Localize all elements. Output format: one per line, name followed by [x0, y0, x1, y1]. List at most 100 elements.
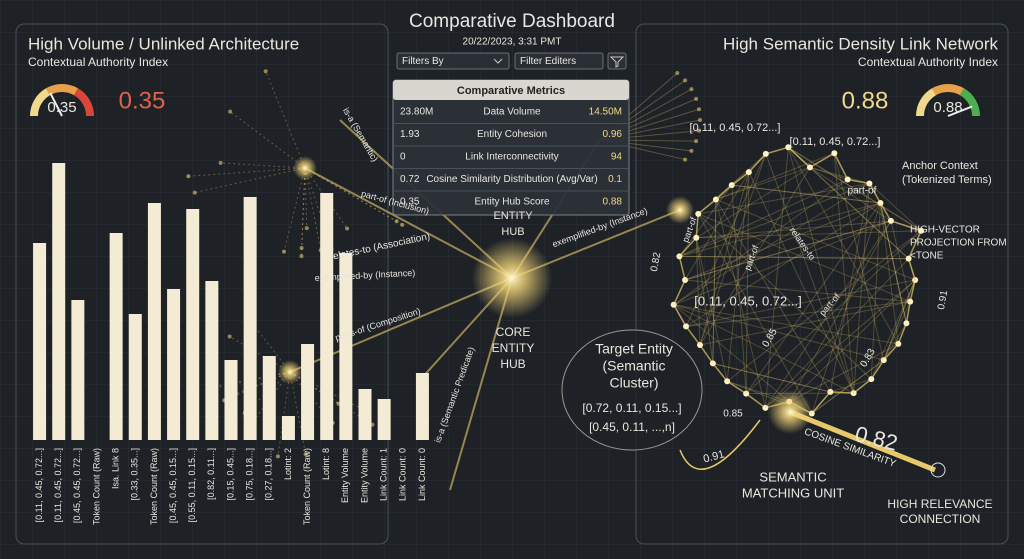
metrics-rows: 23.80M Data Volume 14.50M 1.93 Entity Cohesi…: [393, 107, 629, 208]
edge: [748, 153, 767, 173]
node: [850, 390, 857, 397]
edge: [712, 362, 831, 393]
node: [695, 210, 702, 217]
edge: [883, 343, 899, 361]
x-tick-label: [0.45, 0.45, 0.72...]: [72, 448, 82, 523]
edge: [764, 147, 789, 408]
filter-dropdown[interactable]: [396, 52, 510, 70]
gauge-needle: [49, 92, 63, 117]
diagram-label: HIGH RELEVANCE: [887, 497, 992, 511]
edge: [833, 152, 849, 180]
diagram-label: ENTITY: [492, 341, 535, 355]
x-tick-label: [0.11, 0.45, 0.72...]: [34, 448, 44, 522]
x-tick-label: [0.55, 0.11, 0.15...]: [187, 448, 197, 522]
edge: [731, 185, 747, 394]
gauge-value: 0.88: [933, 99, 962, 116]
edge: [809, 166, 848, 180]
metrics-title: Comparative Metrics: [457, 85, 565, 97]
edge: [304, 167, 322, 251]
metrics-header: [393, 80, 629, 100]
node: [905, 255, 912, 262]
diagram-label: [0.11, 0.45, 0.72...]: [694, 293, 801, 308]
edge: [698, 213, 911, 303]
diagram-label: Target Entity: [595, 341, 673, 357]
diagram-label: ENTITY: [493, 210, 533, 222]
node: [683, 323, 690, 330]
node: [683, 157, 688, 162]
node: [697, 128, 702, 133]
relevance-link: [789, 409, 936, 473]
edge: [695, 237, 728, 382]
node: [192, 190, 197, 195]
diagram-label: 0.91: [936, 289, 950, 311]
node: [745, 169, 752, 176]
timestamp: 20/22/2023, 3:31 PMT: [463, 37, 562, 48]
metric-name: Entity Hub Score: [474, 197, 549, 208]
edge: [715, 199, 831, 393]
edge: [788, 146, 922, 232]
edge: [789, 343, 899, 403]
diagram-label: Anchor Context: [902, 160, 978, 172]
node: [709, 360, 716, 367]
edge: [685, 301, 911, 327]
edge: [696, 220, 891, 239]
x-tick-label: [0.27, 0.18...]: [264, 448, 274, 501]
edge: [673, 304, 687, 327]
node: [693, 234, 700, 241]
bar: [33, 243, 47, 440]
edge: [731, 184, 881, 204]
node: [299, 254, 304, 259]
edge: [765, 153, 855, 394]
edge: [731, 171, 750, 186]
edge: [869, 183, 922, 232]
metric-right: 14.50M: [589, 107, 622, 118]
edge: [673, 179, 848, 306]
node: [186, 174, 191, 179]
bar: [205, 281, 219, 440]
gauge-big-value: 0.88: [842, 87, 889, 114]
glow: [666, 196, 694, 224]
edge: [684, 220, 892, 281]
edge: [301, 167, 306, 249]
edge: [883, 301, 911, 361]
gauge-arc: [932, 84, 964, 96]
edge: [679, 255, 909, 260]
node: [345, 226, 350, 231]
x-tick-label: Lotint: 2: [283, 448, 293, 480]
edge: [194, 167, 306, 194]
edge: [811, 359, 885, 414]
right-title: High Semantic Density Link Network: [723, 34, 998, 53]
edge: [765, 258, 909, 409]
edge: [811, 391, 831, 414]
diagram-label: part-of: [848, 186, 877, 197]
bar: [186, 209, 200, 440]
edge: [684, 202, 881, 281]
edge: [907, 230, 922, 259]
edge: [678, 256, 686, 281]
diagram-label: PROJECTION FROM: [910, 238, 1007, 249]
edge: [715, 152, 835, 200]
edge: [726, 380, 747, 395]
diagram-label: [0.11, 0.45, 0.72...]: [690, 122, 781, 134]
diagram-label: 0.91: [702, 448, 726, 465]
bar: [109, 233, 123, 440]
edge: [765, 146, 789, 155]
edge: [699, 344, 714, 364]
edge: [685, 202, 881, 327]
bar: [358, 389, 372, 440]
left-title: High Volume / Unlinked Architecture: [28, 34, 299, 53]
edge: [809, 166, 892, 222]
filter-input[interactable]: [514, 52, 604, 70]
x-tick-label: Lotint: 8: [321, 448, 331, 480]
edge: [715, 166, 811, 200]
node: [689, 87, 694, 92]
edge: [695, 213, 700, 238]
node: [682, 277, 689, 283]
node: [895, 340, 902, 347]
edge: [679, 255, 909, 260]
metric-left: 1.93: [400, 129, 420, 140]
edge: [765, 279, 916, 409]
edge: [685, 325, 701, 346]
metric-name: Link Interconnectivity: [465, 152, 558, 163]
node: [762, 404, 769, 411]
